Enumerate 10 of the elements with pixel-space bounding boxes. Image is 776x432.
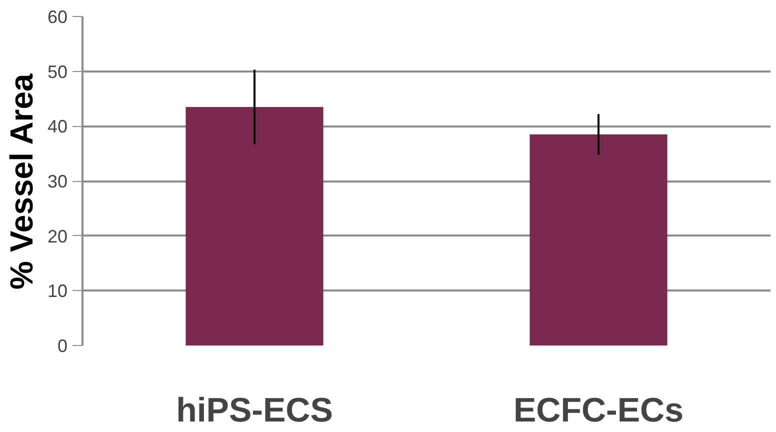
x-tick-label: hiPS-ECS [176,392,333,430]
x-tick-label: ECFC-ECs [513,392,684,430]
y-tick-label: 30 [47,172,68,192]
y-axis-title: % Vessel Area [3,73,40,290]
y-tick-label: 20 [47,226,68,246]
y-tick-label: 10 [47,281,68,302]
y-tick-label: 60 [47,7,68,27]
y-tick-label: 0 [57,336,68,356]
y-tick-label: 40 [47,116,68,137]
y-tick-label: 50 [47,62,68,82]
